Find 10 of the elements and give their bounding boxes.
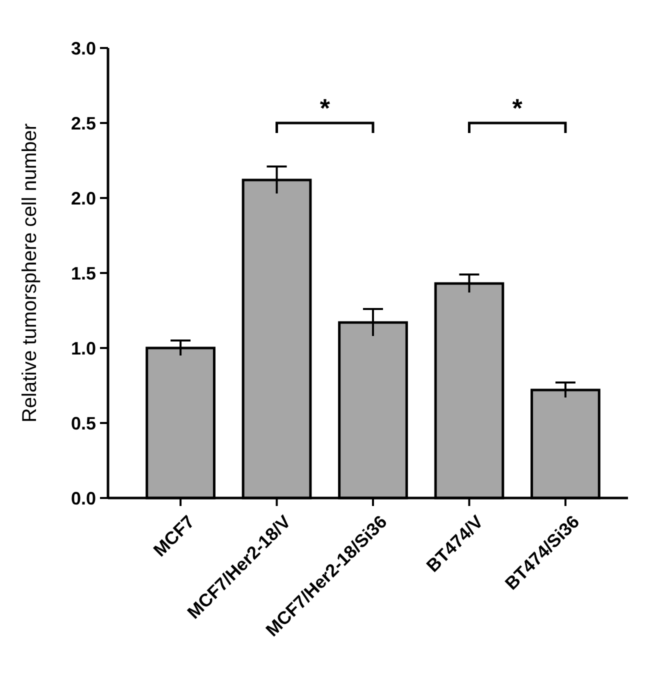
y-tick-label: 0.5 [70,413,96,434]
y-tick-label: 0.0 [70,488,96,508]
y-tick-label: 2.5 [70,113,96,134]
annotation: * [320,93,331,123]
y-axis-title: Relative tumorsphere cell number [19,123,41,423]
annotation: * [512,93,524,123]
y-tick-label: 1.5 [70,263,96,284]
y-tick-label: 2.0 [70,188,96,208]
y-tick-label: 1.0 [70,338,96,358]
y-tick-label: 3.0 [70,38,96,58]
